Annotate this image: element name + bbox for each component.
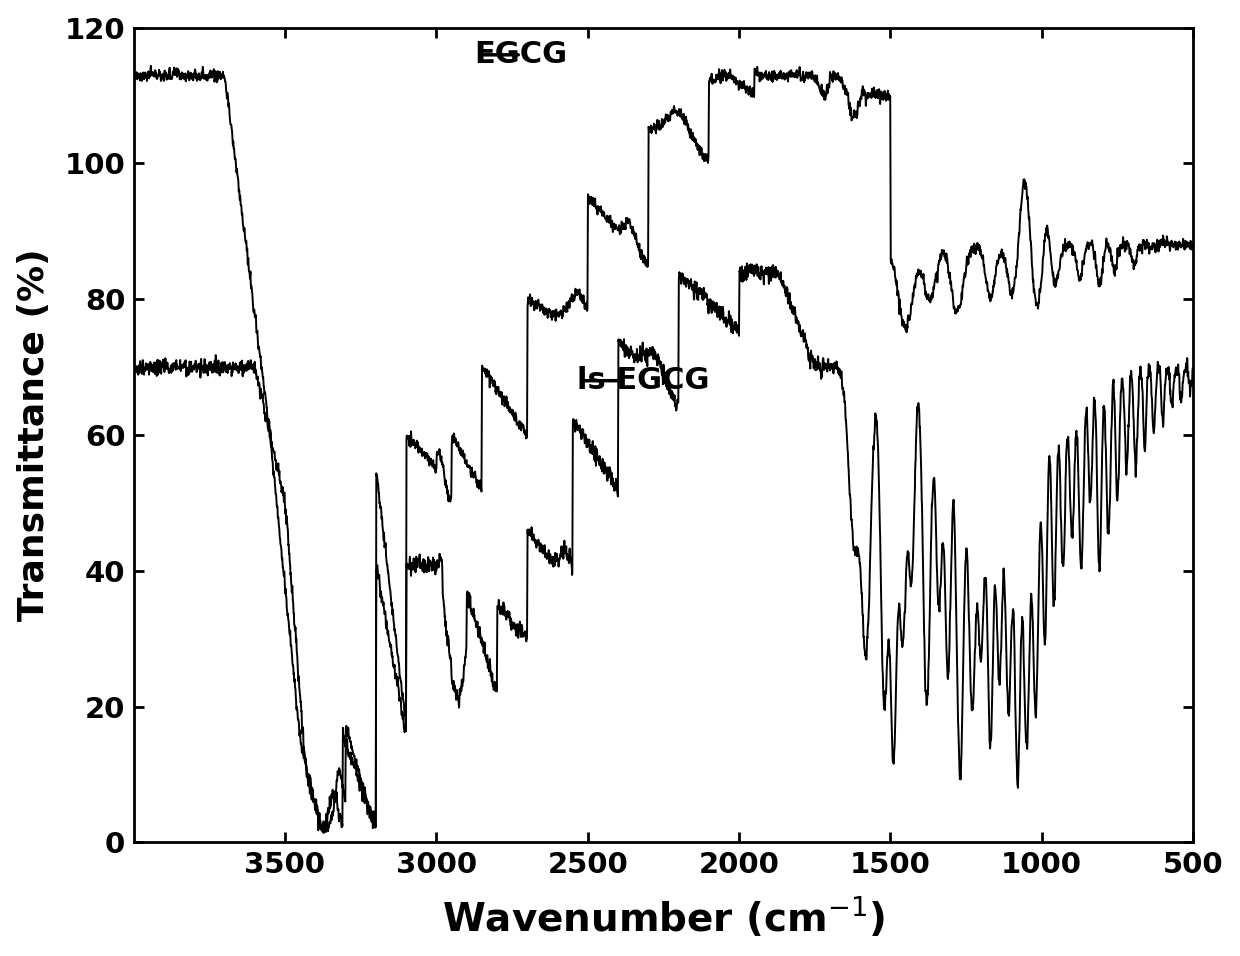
X-axis label: Wavenumber (cm$^{-1}$): Wavenumber (cm$^{-1}$) — [441, 896, 885, 940]
Text: EGCG: EGCG — [474, 40, 567, 70]
Y-axis label: Transmittance (%): Transmittance (%) — [16, 249, 51, 621]
Text: ls EGCG: ls EGCG — [577, 366, 709, 395]
